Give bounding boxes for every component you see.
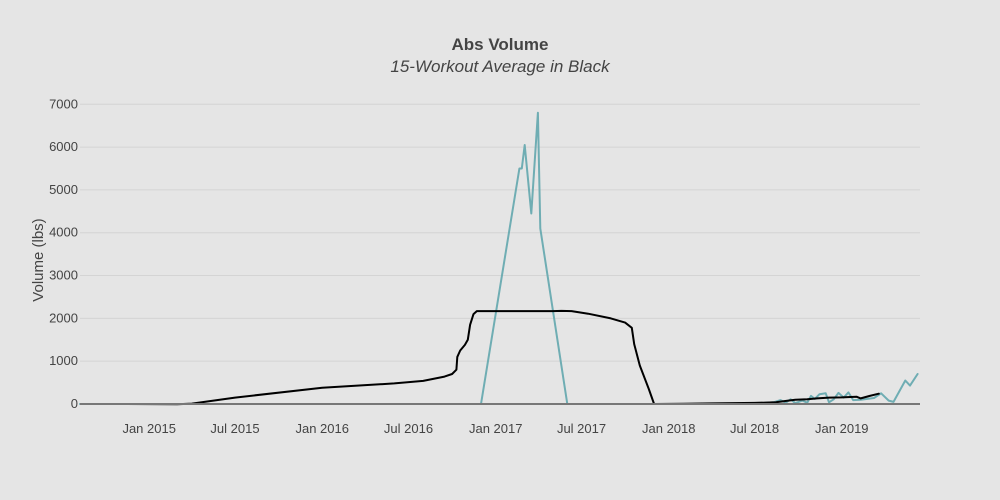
x-axis-ticks: Jan 2015 Jul 2015 Jan 2016 Jul 2016 Jan 2017…: [122, 421, 868, 436]
x-tick-label: Jul 2018: [730, 421, 779, 436]
y-tick-label: 4000: [49, 225, 78, 240]
x-tick-label: Jul 2016: [384, 421, 433, 436]
x-tick-label: Jul 2017: [557, 421, 606, 436]
x-tick-label: Jul 2015: [210, 421, 259, 436]
y-tick-label: 1000: [49, 353, 78, 368]
y-axis-title: Volume (lbs): [30, 218, 47, 301]
gridlines: [80, 103, 920, 362]
series-lines: [79, 111, 919, 406]
y-tick-label: 0: [71, 396, 78, 411]
y-tick-label: 2000: [49, 310, 78, 325]
x-tick-label: Jan 2015: [122, 421, 176, 436]
chart-title: Abs Volume: [452, 35, 549, 54]
x-tick-label: Jan 2019: [815, 421, 869, 436]
x-tick-label: Jan 2016: [295, 421, 349, 436]
y-tick-label: 7000: [49, 96, 78, 111]
series-line-2: [121, 309, 880, 406]
x-tick-label: Jan 2017: [469, 421, 523, 436]
x-tick-label: Jan 2018: [642, 421, 696, 436]
y-tick-label: 6000: [49, 139, 78, 154]
y-axis-ticks: 0 1000 2000 3000 4000 5000 6000 7000: [49, 96, 78, 411]
chart-subtitle: 15-Workout Average in Black: [390, 57, 611, 76]
y-tick-label: 5000: [49, 182, 78, 197]
y-tick-label: 3000: [49, 268, 78, 283]
